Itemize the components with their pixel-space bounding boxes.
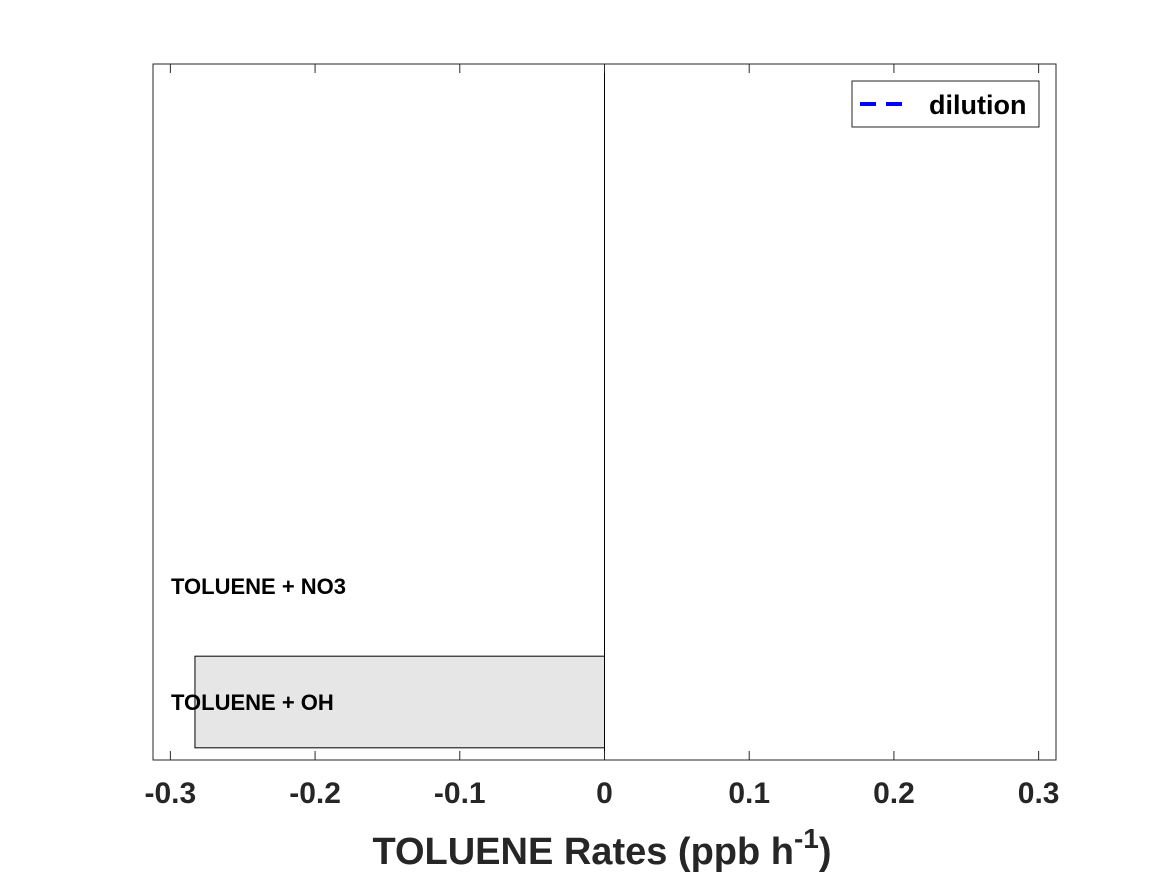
legend: dilution (851, 80, 1040, 128)
bar-0 (194, 655, 605, 749)
bar-labels: TOLUENE + OH TOLUENE + NO3 (171, 574, 346, 715)
bars (194, 655, 605, 749)
x-axis-label-close: ) (819, 831, 832, 873)
x-tick-label-0: -0.3 (145, 777, 197, 810)
x-axis-label: TOLUENE Rates (ppb h-1) (372, 823, 831, 873)
legend-dilution-label: dilution (929, 90, 1026, 120)
x-tick-label-5: 0.2 (873, 777, 915, 810)
x-axis-label-main: TOLUENE Rates (ppb h (372, 831, 794, 873)
x-tick-labels: -0.3 -0.2 -0.1 0 0.1 0.2 0.3 (145, 777, 1060, 810)
x-tick-label-4: 0.1 (728, 777, 770, 810)
x-axis-label-superscript: -1 (794, 823, 819, 854)
x-tick-label-2: -0.1 (434, 777, 486, 810)
bar-label-1: TOLUENE + NO3 (171, 574, 346, 599)
x-ticks (169, 64, 1040, 760)
x-tick-label-1: -0.2 (289, 777, 341, 810)
x-tick-label-6: 0.3 (1018, 777, 1060, 810)
x-tick-label-3: 0 (596, 777, 613, 810)
bar-label-0: TOLUENE + OH (171, 690, 334, 715)
legend-box (851, 80, 1040, 128)
